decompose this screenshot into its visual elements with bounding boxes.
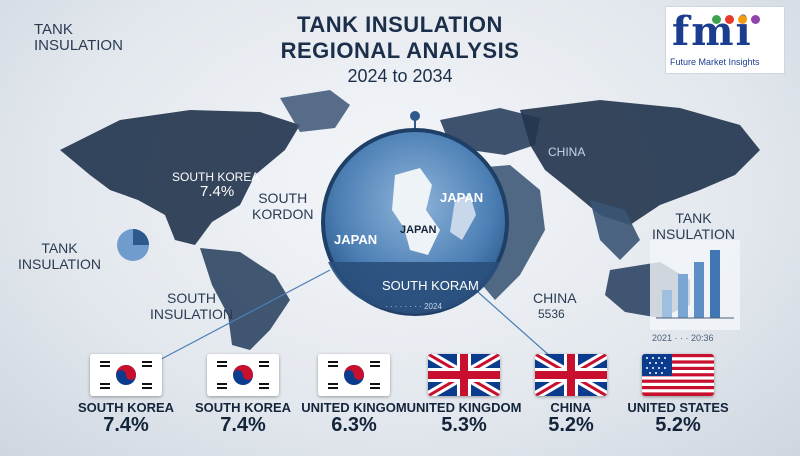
year-range: 2024 to 2034 (347, 66, 453, 86)
flag-uk-1 (428, 354, 500, 396)
logo-subtitle: Future Market Insights (670, 57, 760, 67)
card-2-country: SOUTH KOREA (194, 400, 292, 415)
lens-caption: · · · · · · · · 2024 (385, 302, 442, 311)
bar-4 (710, 250, 720, 318)
bar-2 (678, 274, 688, 318)
flag-usa (642, 354, 714, 396)
label-china-right: CHINA (533, 290, 577, 306)
label-south-korea-name: SOUTH KOREA (172, 170, 260, 184)
south-korea-flag-icon (207, 354, 279, 396)
card-6-country: UNITED STATES (627, 400, 729, 415)
south-asia (590, 200, 640, 260)
south-america (200, 248, 290, 350)
bar-3 (694, 262, 704, 318)
flag-south-korea-3 (318, 354, 390, 396)
lens-label-japan-center: JAPAN (400, 224, 437, 236)
south-korea-flag-icon (318, 354, 390, 396)
logo-dots (712, 11, 764, 29)
label-tank-right: TANK INSULATION (652, 210, 735, 242)
label-south-insulation: SOUTH INSULATION (150, 290, 233, 322)
title-line-1: TANK INSULATION (297, 12, 503, 37)
logo-dot-red (725, 15, 734, 24)
uk-flag-icon (535, 354, 607, 396)
label-tank-left: TANK INSULATION (18, 240, 101, 272)
lens-label-south-koram: SOUTH KORAM (382, 278, 479, 293)
north-america (60, 110, 300, 245)
label-china-top: CHINA (548, 145, 586, 159)
logo-dot-green (712, 15, 721, 24)
bar-1 (662, 290, 672, 318)
logo-dot-orange (738, 15, 747, 24)
mini-chart-axis-label: 2021 · · · 20:36 (652, 333, 714, 343)
uk-flag-icon (428, 354, 500, 396)
south-korea-flag-icon (90, 354, 162, 396)
korean-peninsula (392, 168, 440, 255)
card-4-value: 5.3% (441, 414, 487, 436)
card-5-country: CHINA (550, 400, 592, 415)
label-south-korea-pct: 7.4% (200, 183, 235, 200)
lens-label-japan-left: JAPAN (334, 232, 378, 247)
card-1-value: 7.4% (103, 414, 149, 436)
usa-flag-icon (642, 354, 714, 396)
flag-uk-2 (535, 354, 607, 396)
label-top-left: TANK INSULATION (34, 21, 123, 54)
lens-label-japan-top: JAPAN (440, 190, 484, 205)
card-6-value: 5.2% (655, 414, 701, 436)
fmi-logo: fmi Future Market Insights (665, 6, 785, 74)
card-3-country: UNITED KINGOM (301, 400, 407, 415)
page-title: TANK INSULATION REGIONAL ANALYSIS (200, 12, 600, 64)
asia (520, 100, 760, 225)
flag-south-korea-1 (90, 354, 162, 396)
mini-bar-chart (650, 240, 740, 330)
logo-mark: fmi (672, 8, 753, 55)
greenland (280, 90, 350, 132)
lens-bottom-band (328, 262, 500, 314)
flag-south-korea-2 (207, 354, 279, 396)
label-china-right-value: 5536 (538, 307, 565, 321)
card-2-value: 7.4% (220, 414, 266, 436)
label-south-kordon: SOUTH KORDON (252, 190, 314, 222)
card-1-country: SOUTH KOREA (77, 400, 175, 415)
card-4-country: UNITED KINGDOM (406, 400, 522, 415)
card-5-value: 5.2% (548, 414, 594, 436)
card-3-value: 6.3% (331, 414, 377, 436)
title-line-2: REGIONAL ANALYSIS (280, 38, 520, 63)
logo-dot-purple (751, 15, 760, 24)
japan-shape (450, 195, 476, 240)
